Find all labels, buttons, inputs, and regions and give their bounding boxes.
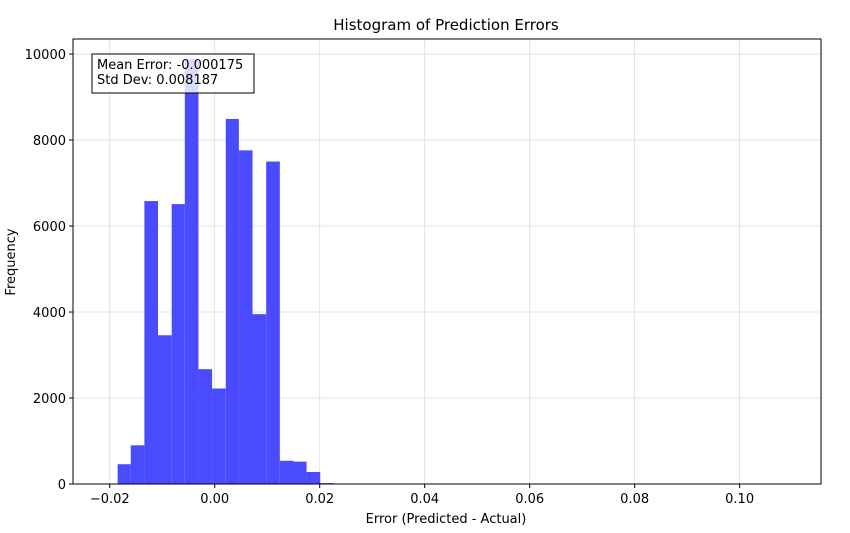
histogram-bar	[252, 314, 267, 484]
x-tick-label: 0.06	[515, 492, 544, 507]
mean-error-text: Mean Error: -0.000175	[97, 58, 243, 73]
histogram-bar	[130, 445, 145, 484]
y-axis-ticks: 0 2000 4000 6000 8000 10000	[25, 48, 73, 493]
histogram-bar	[238, 150, 253, 484]
histogram-bar	[266, 161, 280, 484]
x-axis-label: Error (Predicted - Actual)	[366, 512, 527, 527]
histogram-bar	[158, 335, 172, 484]
y-tick-label: 2000	[33, 392, 66, 407]
histogram-bar	[171, 204, 185, 485]
histogram-bar	[144, 201, 159, 484]
histogram-bar	[306, 471, 321, 484]
chart-title: Histogram of Prediction Errors	[333, 16, 559, 34]
plot-frame	[72, 38, 822, 485]
y-axis-label: Frequency	[4, 228, 19, 295]
histogram-bar	[198, 369, 213, 484]
std-dev-text: Std Dev: 0.008187	[97, 73, 218, 88]
y-tick-label: 6000	[33, 220, 66, 235]
histogram-bar	[279, 460, 294, 484]
x-tick-label: 0.00	[200, 492, 229, 507]
histogram-bar	[293, 461, 307, 484]
histogram-bars	[117, 59, 348, 485]
x-tick-label: 0.04	[410, 492, 439, 507]
y-tick-label: 4000	[33, 306, 66, 321]
stats-annotation: Mean Error: -0.000175 Std Dev: 0.008187	[91, 53, 255, 94]
x-tick-label: 0.08	[620, 492, 649, 507]
x-tick-label: 0.10	[725, 492, 754, 507]
y-tick-label: 8000	[33, 134, 66, 149]
x-tick-label: 0.02	[305, 492, 334, 507]
histogram-bar	[184, 59, 199, 484]
histogram-bar	[117, 464, 131, 484]
x-axis-ticks: −0.02 0.00 0.02 0.04 0.06 0.08 0.10	[90, 484, 754, 507]
histogram-bar	[225, 118, 239, 485]
x-tick-label: −0.02	[90, 492, 130, 507]
annotation-box	[91, 53, 255, 94]
y-tick-label: 0	[58, 478, 66, 493]
histogram-bar	[212, 388, 226, 484]
y-tick-label: 10000	[25, 48, 66, 63]
